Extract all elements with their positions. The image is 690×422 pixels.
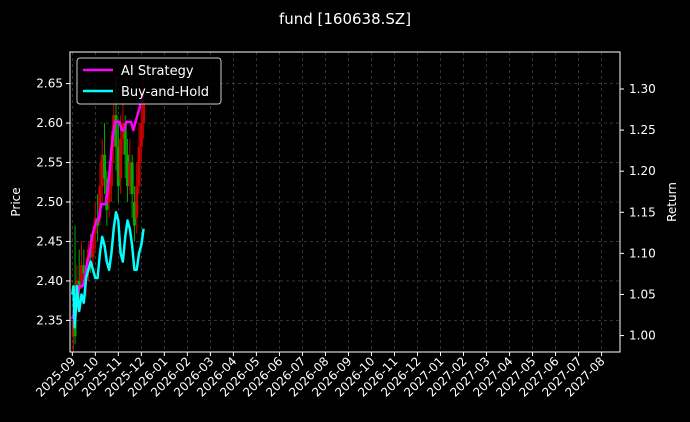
candle-body xyxy=(98,186,102,218)
candle-body xyxy=(109,146,113,187)
y-right-tick-label: 1.05 xyxy=(629,287,656,301)
legend-label-buy-and-hold: Buy-and-Hold xyxy=(121,85,209,100)
y-left-tick-label: 2.35 xyxy=(36,313,63,327)
candle-body xyxy=(107,186,111,202)
series-line-ai-strategy xyxy=(71,88,145,320)
candle-body xyxy=(132,202,136,226)
y-left-tick-label: 2.50 xyxy=(36,195,63,209)
y-left-tick-label: 2.65 xyxy=(36,77,63,91)
candle-body xyxy=(123,123,127,155)
candle-body xyxy=(137,146,141,187)
candle-body xyxy=(100,154,104,187)
candle-body xyxy=(142,99,146,124)
legend: AI Strategy Buy-and-Hold xyxy=(76,57,222,105)
y-axis-right-label: Return xyxy=(665,182,679,222)
y-left-tick-label: 2.55 xyxy=(36,156,63,170)
y-right-tick-label: 1.30 xyxy=(629,82,656,96)
candle-body xyxy=(126,154,130,187)
candle-body xyxy=(119,138,123,179)
y-right-tick-label: 1.10 xyxy=(629,246,656,260)
candle-body xyxy=(130,162,134,195)
candle-body xyxy=(128,162,132,187)
candle-body xyxy=(77,280,81,289)
series-line-buy-and-hold xyxy=(71,211,145,329)
y-right-tick-label: 1.20 xyxy=(629,164,656,178)
candle-body xyxy=(139,123,143,147)
y-left-tick-label: 2.40 xyxy=(36,274,63,288)
y-right-tick-label: 1.25 xyxy=(629,123,656,137)
y-right-tick-label: 1.15 xyxy=(629,205,656,219)
legend-label-ai-strategy: AI Strategy xyxy=(121,64,194,79)
y-left-tick-label: 2.60 xyxy=(36,116,63,130)
candle-body xyxy=(80,265,84,281)
candle-body xyxy=(116,146,120,187)
candle-body xyxy=(82,265,86,274)
candle-body xyxy=(71,320,75,337)
plot-area: 2.35 2.40 2.45 2.50 2.55 2.60 2.65 1.00 1.05 1.10… xyxy=(33,51,656,400)
chart-title: fund [160638.SZ] xyxy=(279,10,411,28)
candle-body xyxy=(114,115,118,147)
y-right-tick-label: 1.00 xyxy=(629,329,656,343)
y-axis-left-label: Price xyxy=(9,187,23,216)
candle-body xyxy=(135,186,139,218)
candle-body xyxy=(91,233,95,258)
y-left-tick-label: 2.45 xyxy=(36,234,63,248)
candle-body xyxy=(103,154,107,179)
